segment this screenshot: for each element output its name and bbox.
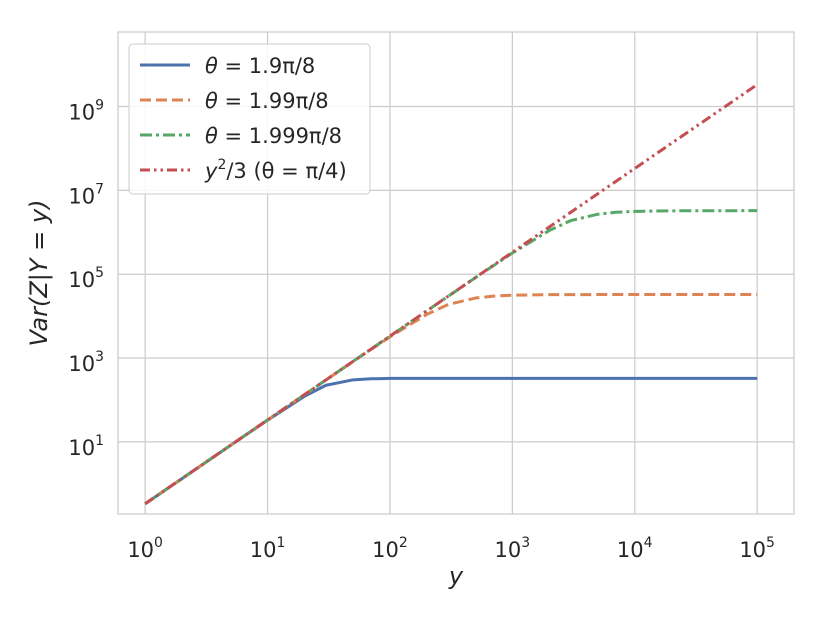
x-tick-label: 104 <box>617 535 653 562</box>
x-axis-label: y <box>448 562 464 590</box>
legend-label-2: θ = 1.99π/8 <box>205 89 329 113</box>
x-tick-labels: 100 101 102 103 104 105 <box>127 535 775 562</box>
legend-label-1: θ = 1.9π/8 <box>205 54 315 78</box>
y-tick-labels: 101 103 105 107 109 <box>68 98 104 460</box>
series-line-4 <box>144 83 758 506</box>
y-tick-label: 105 <box>68 265 104 292</box>
legend-label-3: θ = 1.999π/8 <box>205 124 342 148</box>
series-layer <box>144 83 758 506</box>
grid <box>118 32 794 514</box>
plot-frame <box>117 31 795 515</box>
x-tick-label: 100 <box>127 535 163 562</box>
y-tick-label: 107 <box>68 181 104 208</box>
legend-frame <box>128 43 371 195</box>
y-tick-label: 101 <box>68 433 104 460</box>
y-axis-label: Var(Z|Y = y) <box>25 200 53 347</box>
y-tick-label: 109 <box>68 98 104 125</box>
x-tick-label: 101 <box>250 535 286 562</box>
x-tick-label: 103 <box>495 535 531 562</box>
x-tick-label: 102 <box>372 535 408 562</box>
legend: θ = 1.9π/8 θ = 1.99π/8 θ = 1.999π/8 y2/3 (θ… <box>128 43 371 195</box>
y-tick-label: 103 <box>68 349 104 376</box>
legend-label-4: y2/3 (θ = π/4) <box>204 157 347 183</box>
x-tick-label: 105 <box>739 535 775 562</box>
